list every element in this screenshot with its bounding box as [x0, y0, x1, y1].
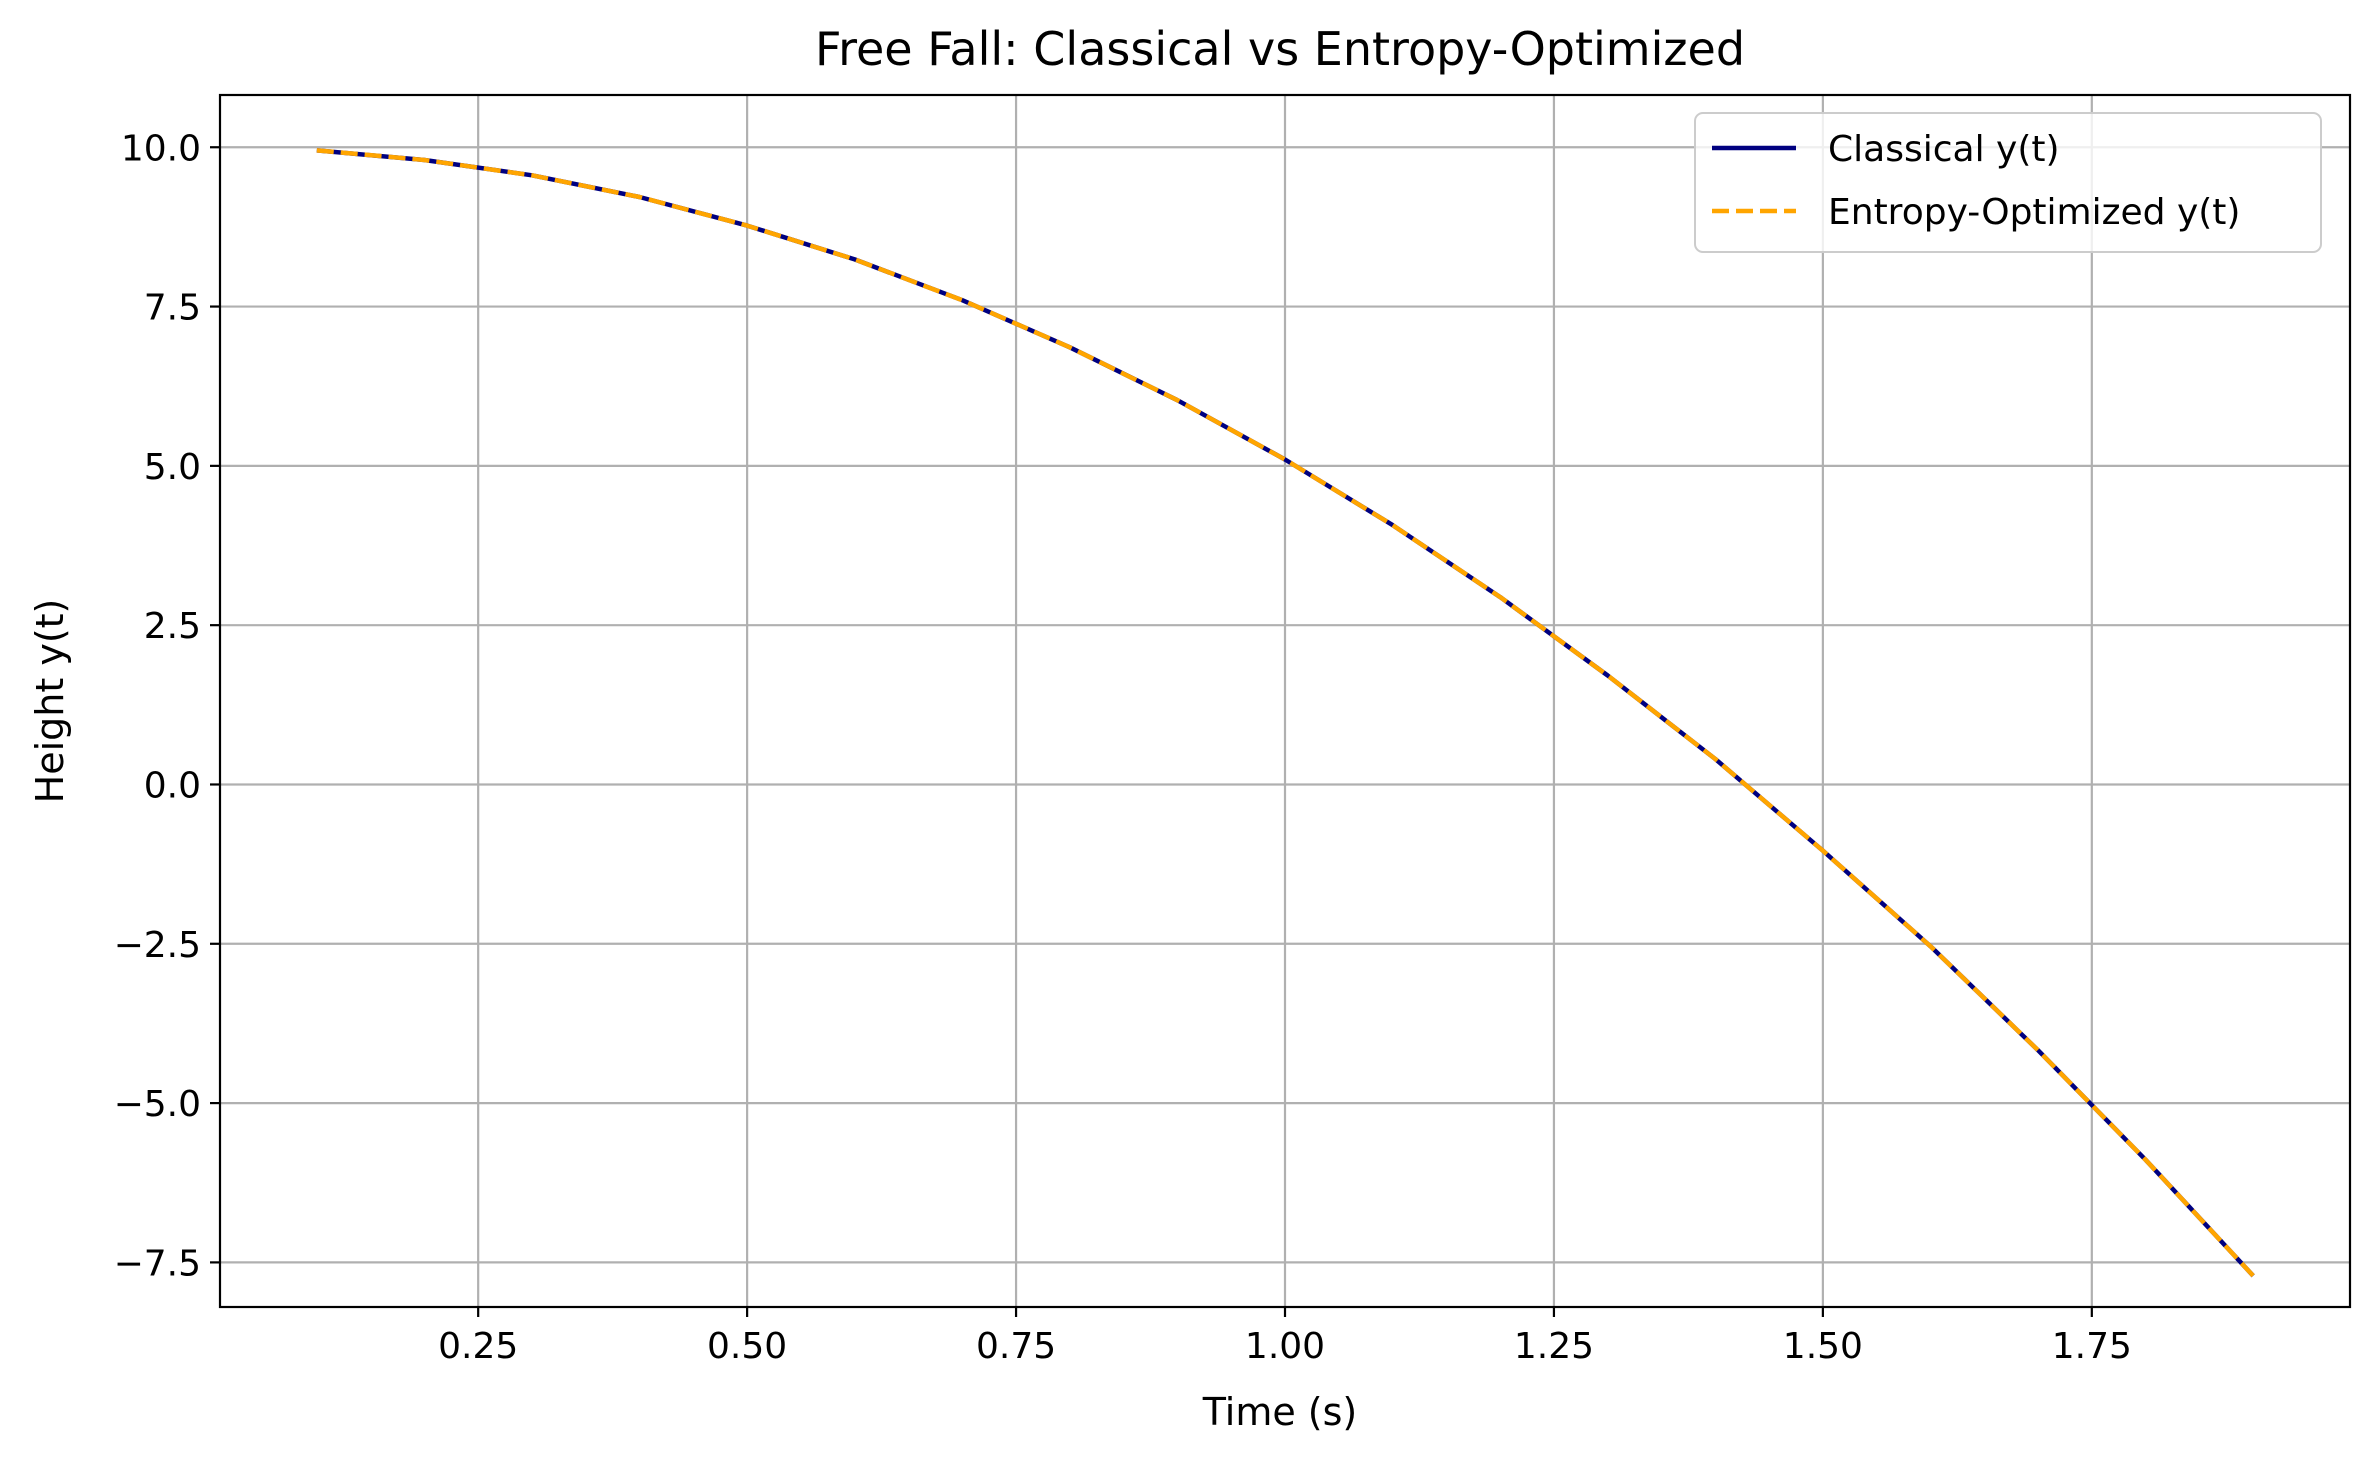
- x-tick-label: 0.50: [707, 1326, 787, 1367]
- y-axis-label: Height y(t): [28, 599, 72, 804]
- x-tick-label: 1.75: [2052, 1326, 2132, 1367]
- x-tick-label: 0.25: [438, 1326, 518, 1367]
- series-lines: [316, 148, 2255, 1278]
- x-tick-label: 0.75: [976, 1326, 1056, 1367]
- x-tick-label: 1.25: [1514, 1326, 1594, 1367]
- y-tick-label: −5.0: [114, 1084, 201, 1125]
- y-axis-ticks: 10.0 7.5 5.0 2.5 0.0 −2.5 −5.0 −7.5: [114, 128, 220, 1284]
- y-tick-label: −2.5: [114, 925, 201, 966]
- x-tick-label: 1.00: [1245, 1326, 1325, 1367]
- x-axis-label: Time (s): [1202, 1390, 1358, 1434]
- x-axis-ticks: 0.25 0.50 0.75 1.00 1.25 1.50 1.75: [438, 1307, 2132, 1367]
- legend-box: [1694, 112, 2322, 253]
- y-tick-label: 0.0: [144, 765, 201, 806]
- y-tick-label: −7.5: [114, 1243, 201, 1284]
- y-tick-label: 2.5: [144, 606, 201, 647]
- legend-label-classical: Classical y(t): [1828, 129, 2060, 170]
- y-tick-label: 7.5: [144, 288, 201, 329]
- series-line-entropy-optimized: [316, 148, 2255, 1278]
- chart-title: Free Fall: Classical vs Entropy-Optimize…: [815, 22, 1745, 76]
- x-tick-label: 1.50: [1783, 1326, 1863, 1367]
- legend: Classical y(t) Entropy-Optimized y(t): [1694, 112, 2322, 253]
- y-tick-label: 5.0: [144, 447, 201, 488]
- y-tick-label: 10.0: [121, 128, 201, 169]
- legend-label-entropy-optimized: Entropy-Optimized y(t): [1828, 192, 2240, 233]
